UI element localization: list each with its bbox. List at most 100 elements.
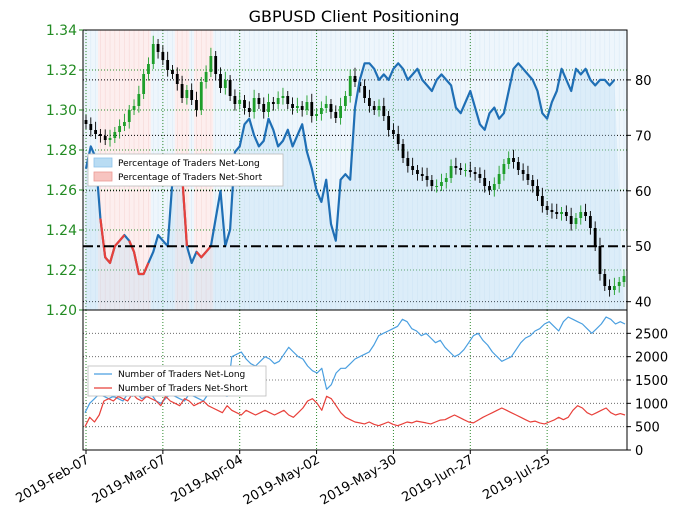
price-tick-label: 1.32 [46,63,77,79]
candle-body [219,74,222,88]
candle-body [209,56,213,72]
candle-body [579,212,583,218]
candle-body [161,52,165,60]
candle-body [103,136,107,140]
price-tick-label: 1.28 [46,143,77,159]
price-candles [84,35,626,297]
candle-body [564,212,568,216]
candle-body [425,176,429,180]
price-tick-label: 1.22 [46,263,77,279]
candle-body [127,110,131,122]
candle-body [492,184,496,190]
percent-tick-label: 80 [635,74,652,89]
candle-body [569,216,573,224]
candle-body [334,112,338,118]
candle-body [243,100,246,108]
date-tick-label: 2019-Jul-25 [480,452,553,503]
candle-body [276,98,280,104]
candle-body [353,76,357,82]
candle-body [387,116,391,130]
candle-body [171,70,174,74]
candle-body [262,104,266,112]
candle-body [238,100,242,104]
candle-body [574,218,578,224]
candle-body [348,76,352,96]
candle-body [137,94,141,106]
candle-body [473,172,477,174]
candle-body [536,186,539,196]
candle-body [233,96,237,104]
candle-body [343,96,347,106]
candle-body [151,44,155,64]
candle-body [478,174,482,178]
candle-body [497,174,501,184]
candle-body [324,104,328,108]
candle-body [608,286,611,290]
candle-body [329,104,333,112]
candle-body [468,170,472,172]
candle-body [420,174,424,176]
candle-body [521,170,525,174]
candle-body [267,102,270,112]
net-long-count-legend-label: Number of Traders Net-Long [118,370,245,380]
net-short-count-line [84,393,626,427]
candle-body [588,216,592,228]
candle-body [435,186,439,187]
net-short-percent-line-segment [195,245,212,259]
candle-body [377,106,381,110]
bottom-legend: Number of Traders Net-Long Number of Tra… [87,365,267,397]
candle-body [315,114,318,116]
candle-body [123,122,126,126]
candle-body [99,134,102,136]
candle-body [108,138,112,140]
price-tick-label: 1.24 [46,223,77,239]
net-short-percent-legend-label: Percentage of Traders Net-Short [118,173,263,183]
candle-body [449,166,453,178]
candle-body [228,80,232,96]
net-short-legend-swatch [93,171,113,182]
candle-body [454,166,458,168]
candle-body [512,158,515,162]
candle-body [190,90,194,100]
candle-body [444,178,448,182]
date-tick-label: 2019-May-02 [241,452,323,508]
candle-body [396,134,400,144]
candle-body [406,158,410,166]
candle-body [319,108,323,114]
background-band [621,30,628,310]
bottom-panel-grid [83,310,627,450]
candle-body [555,212,559,214]
candle-body [281,96,285,98]
date-tick-label: 2019-May-30 [318,452,400,508]
price-axis-ticks: 1.34 1.32 1.30 1.28 1.26 1.24 1.22 1.20 [46,23,83,319]
net-long-percent-area [86,63,624,310]
candle-body [516,162,520,170]
candle-body [483,178,487,186]
count-tick-label: 2500 [635,327,668,342]
candle-body [507,158,511,164]
candle-body [185,90,189,98]
percent-tick-label: 60 [635,185,652,200]
candle-body [550,210,554,212]
candle-body [593,228,597,246]
percent-tick-label: 70 [635,129,652,144]
price-tick-label: 1.20 [46,303,77,319]
candle-body [223,80,227,88]
candle-body [382,106,386,116]
candle-body [175,74,179,84]
date-tick-label: 2019-Jun-27 [399,452,476,505]
candle-body [271,102,275,104]
net-short-percent-line-segment [128,240,150,276]
candle-body [156,44,160,52]
price-tick-label: 1.30 [46,103,77,119]
candle-body [440,182,443,186]
candle-body [257,98,261,104]
candle-body [214,56,218,74]
candle-body [132,106,136,110]
candle-body [617,282,621,286]
candle-body [310,102,314,116]
candle-body [204,72,208,82]
count-tick-label: 1000 [635,397,668,412]
price-tick-label: 1.26 [46,183,77,199]
candle-body [252,98,256,112]
